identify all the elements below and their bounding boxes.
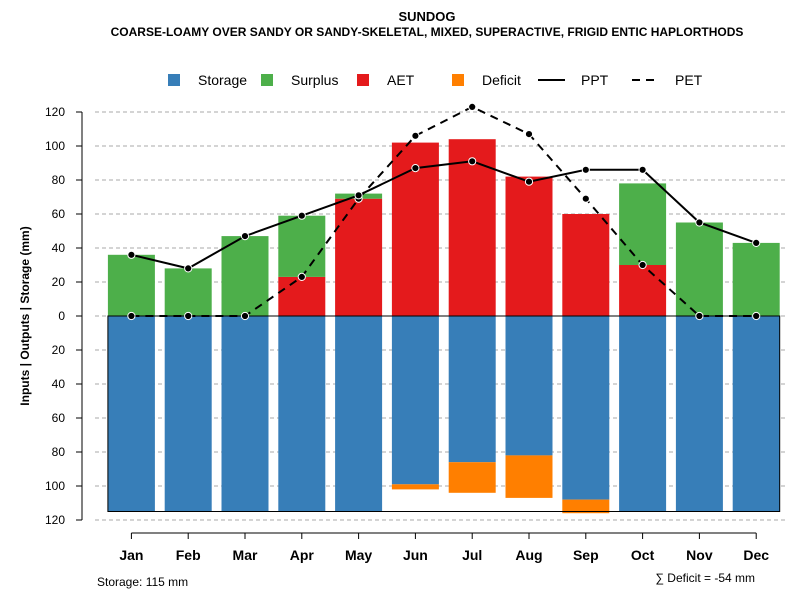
storage-bar	[335, 316, 383, 512]
chart-subtitle: COARSE-LOAMY OVER SANDY OR SANDY-SKELETA…	[111, 25, 744, 39]
surplus-bar	[221, 236, 269, 316]
ppt-point	[524, 177, 534, 186]
x-tick-label: Mar	[233, 547, 258, 563]
pet-line	[131, 105, 757, 317]
pet-point	[752, 311, 761, 321]
surplus-bar	[732, 242, 780, 316]
y-tick-label: 120	[45, 105, 65, 119]
legend-swatch	[261, 74, 273, 86]
surplus-bar	[619, 183, 667, 265]
y-tick-label: 20	[52, 275, 66, 289]
storage-bar	[505, 316, 553, 456]
storage-bar	[164, 316, 212, 512]
legend: Storage Surplus AET Deficit PPT PET	[168, 72, 703, 88]
x-tick-label: Aug	[515, 547, 542, 563]
footer-deficit: ∑ Deficit = -54 mm	[655, 571, 755, 585]
legend-swatch	[168, 74, 180, 86]
axes: 120 100 80 60 40 20 0 20 40 60 80 100 120 Jan Feb Mar Ap…	[45, 105, 769, 563]
surplus-bar	[675, 222, 723, 316]
surplus-bar	[278, 215, 326, 277]
deficit-bar	[391, 484, 439, 490]
y-tick-label: 40	[52, 377, 66, 391]
storage-bar	[562, 316, 610, 500]
y-tick-label: 20	[52, 343, 66, 357]
aet-bar	[335, 198, 383, 316]
bars	[107, 139, 781, 514]
ppt-point	[695, 218, 704, 227]
y-tick-label: 0	[58, 309, 65, 323]
pet-point	[184, 311, 193, 321]
deficit-bar	[448, 462, 496, 493]
pet-point	[468, 102, 477, 112]
legend-label: PPT	[581, 72, 609, 88]
storage-bar	[107, 316, 155, 512]
y-tick-label: 80	[52, 173, 66, 187]
legend-label: PET	[675, 72, 703, 88]
x-tick-label: May	[345, 547, 372, 563]
aet-bar	[448, 139, 496, 316]
storage-bar	[278, 316, 326, 512]
pet-point	[695, 311, 704, 321]
storage-bar	[732, 316, 780, 512]
legend-swatch	[357, 74, 369, 86]
y-tick-label: 60	[52, 207, 66, 221]
ppt-point	[127, 250, 136, 259]
aet-bar	[278, 276, 326, 316]
ppt-point	[468, 157, 477, 166]
ppt-point	[638, 165, 647, 174]
ppt-point	[184, 264, 193, 273]
x-tick-label: Jun	[403, 547, 428, 563]
x-tick-label: Jul	[462, 547, 482, 563]
aet-bar	[505, 176, 553, 316]
y-tick-label: 100	[45, 139, 65, 153]
aet-bar	[619, 265, 667, 316]
storage-bar	[448, 316, 496, 463]
legend-label: Surplus	[291, 72, 338, 88]
legend-label: Deficit	[482, 72, 521, 88]
chart-title: SUNDOG	[398, 9, 455, 24]
ppt-point	[240, 232, 250, 241]
x-tick-label: Dec	[743, 547, 769, 563]
y-axis-label: Inputs | Outputs | Storage (mm)	[18, 226, 32, 405]
ppt-line	[131, 160, 757, 270]
storage-bar	[619, 316, 667, 512]
x-tick-label: Feb	[176, 547, 201, 563]
deficit-bar	[562, 499, 610, 514]
ppt-point	[752, 238, 761, 247]
pet-point	[524, 130, 534, 139]
ppt-point	[297, 211, 306, 220]
surplus-bar	[164, 268, 212, 316]
x-tick-label: Apr	[290, 547, 315, 563]
pet-point	[581, 194, 590, 203]
y-tick-label: 80	[52, 445, 66, 459]
y-tick-label: 60	[52, 411, 66, 425]
pet-point	[127, 311, 136, 321]
lines	[127, 102, 761, 321]
storage-bar	[221, 316, 269, 512]
aet-bar	[562, 214, 610, 316]
pet-point	[240, 311, 250, 321]
storage-bar	[391, 316, 439, 485]
pet-point	[297, 272, 306, 281]
pet-point	[411, 131, 420, 140]
storage-bar	[675, 316, 723, 512]
ppt-point	[411, 164, 420, 173]
y-tick-label: 120	[45, 513, 65, 527]
ppt-point	[354, 191, 363, 200]
ppt-point	[581, 165, 590, 174]
y-tick-label: 40	[52, 241, 66, 255]
x-tick-label: Oct	[631, 547, 655, 563]
legend-label: Storage	[198, 72, 247, 88]
legend-swatch	[452, 74, 464, 86]
deficit-bar	[505, 455, 553, 498]
x-tick-label: Jan	[119, 547, 143, 563]
legend-label: AET	[387, 72, 415, 88]
y-tick-label: 100	[45, 479, 65, 493]
x-tick-label: Nov	[686, 547, 713, 563]
surplus-bar	[107, 254, 155, 316]
footer-storage: Storage: 115 mm	[97, 575, 188, 589]
x-tick-label: Sep	[573, 547, 599, 563]
pet-point	[638, 260, 647, 270]
